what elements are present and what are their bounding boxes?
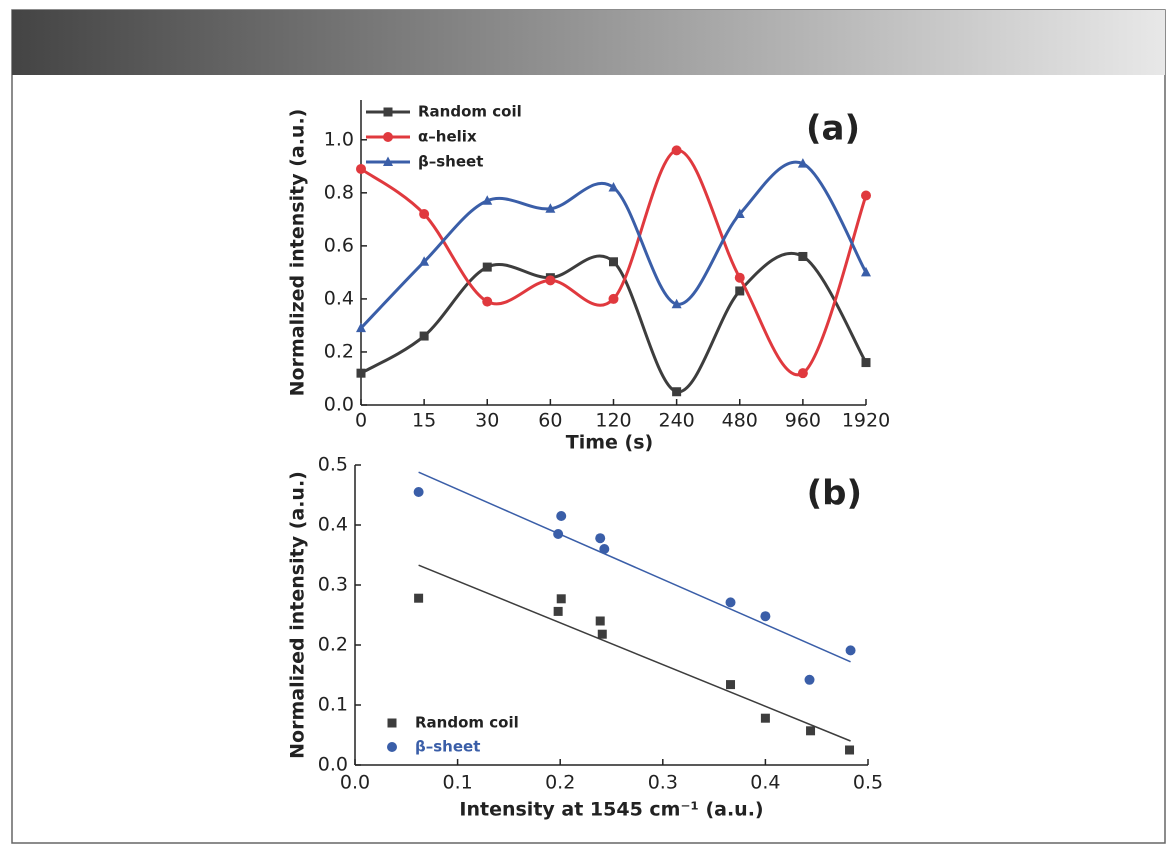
y-tick-label: 0.4 — [318, 514, 348, 536]
marker — [356, 368, 366, 378]
marker — [556, 594, 566, 604]
marker — [608, 182, 619, 192]
x-tick-label: 0.0 — [340, 772, 370, 794]
marker — [419, 209, 430, 220]
marker — [798, 251, 808, 261]
x-tick-label: 0.4 — [750, 772, 780, 794]
series-line — [360, 148, 868, 377]
x-tick-label: 0.2 — [545, 772, 575, 794]
annotation: (a) — [806, 109, 860, 149]
y-tick-label: 1.0 — [324, 128, 354, 150]
marker — [419, 256, 430, 266]
legend-marker — [383, 107, 393, 117]
legend-marker — [383, 132, 393, 142]
y-tick-label: 0.2 — [318, 634, 348, 656]
y-tick-label: 0.0 — [324, 394, 354, 416]
y-tick-label: 0.8 — [324, 181, 354, 203]
marker — [797, 158, 808, 168]
marker — [545, 275, 556, 286]
y-tick-label: 0.3 — [318, 574, 348, 596]
marker — [553, 529, 564, 539]
x-tick-label: 1920 — [842, 410, 890, 432]
fit-line — [418, 471, 851, 663]
marker — [725, 597, 736, 608]
marker — [726, 680, 736, 690]
y-tick-label: 0.2 — [324, 340, 354, 362]
x-axis-label: Time (s) — [566, 432, 653, 454]
legend-label: β–sheet — [418, 153, 483, 171]
marker — [672, 387, 682, 397]
y-tick-label: 0.1 — [318, 694, 348, 716]
legend-marker — [383, 156, 393, 166]
y-tick-label: 0.5 — [318, 454, 348, 476]
y-tick-label: 0.4 — [324, 287, 354, 309]
marker — [553, 606, 563, 616]
x-tick-label: 0 — [355, 410, 367, 432]
marker — [734, 272, 745, 283]
x-tick-label: 30 — [475, 410, 499, 432]
marker — [419, 331, 429, 341]
series-line — [360, 251, 868, 394]
x-tick-label: 15 — [412, 410, 436, 432]
marker — [861, 266, 871, 277]
marker — [845, 745, 855, 755]
y-axis-label: Normalized intensity (a.u.) — [287, 109, 309, 397]
marker — [804, 674, 815, 685]
marker — [595, 616, 605, 626]
banner — [12, 10, 1165, 75]
marker — [356, 322, 366, 333]
x-tick-label: 120 — [595, 410, 631, 432]
marker — [413, 487, 424, 497]
fit-line — [418, 564, 851, 742]
legend-label: Random coil — [418, 103, 522, 121]
marker — [671, 298, 682, 309]
marker — [861, 358, 871, 368]
x-tick-label: 0.5 — [853, 772, 883, 794]
marker — [595, 533, 606, 544]
frame — [11, 9, 1166, 844]
marker — [735, 286, 745, 296]
x-tick-label: 0.1 — [442, 772, 472, 794]
marker — [482, 296, 493, 307]
legend-marker — [387, 742, 397, 752]
marker — [608, 293, 619, 304]
marker — [609, 257, 618, 267]
marker — [414, 593, 424, 603]
y-tick-label: 0.0 — [318, 754, 348, 776]
marker — [671, 145, 682, 156]
marker — [599, 544, 610, 554]
marker — [482, 195, 493, 205]
marker — [545, 203, 556, 213]
marker — [482, 262, 492, 272]
x-axis-label: Intensity at 1545 cm⁻¹ (a.u.) — [459, 799, 763, 821]
legend-label: Random coil — [415, 714, 519, 732]
x-tick-label: 60 — [538, 410, 562, 432]
x-tick-label: 240 — [658, 410, 694, 432]
marker — [861, 190, 871, 201]
marker — [806, 726, 816, 736]
x-tick-label: 960 — [785, 410, 821, 432]
marker — [760, 611, 771, 622]
legend-label: α–helix — [418, 128, 477, 146]
x-tick-label: 0.3 — [648, 772, 678, 794]
legend-marker — [387, 718, 397, 728]
series-line — [359, 160, 868, 330]
marker — [556, 511, 567, 521]
marker — [597, 629, 607, 639]
marker — [797, 368, 808, 379]
x-tick-label: 480 — [722, 410, 758, 432]
annotation: (b) — [807, 474, 862, 514]
marker — [760, 713, 770, 723]
marker — [845, 645, 856, 656]
marker — [734, 208, 745, 219]
legend-label: β–sheet — [415, 738, 480, 756]
marker — [356, 163, 366, 174]
y-axis-label: Normalized intensity (a.u.) — [287, 471, 309, 759]
y-tick-label: 0.6 — [324, 234, 354, 256]
